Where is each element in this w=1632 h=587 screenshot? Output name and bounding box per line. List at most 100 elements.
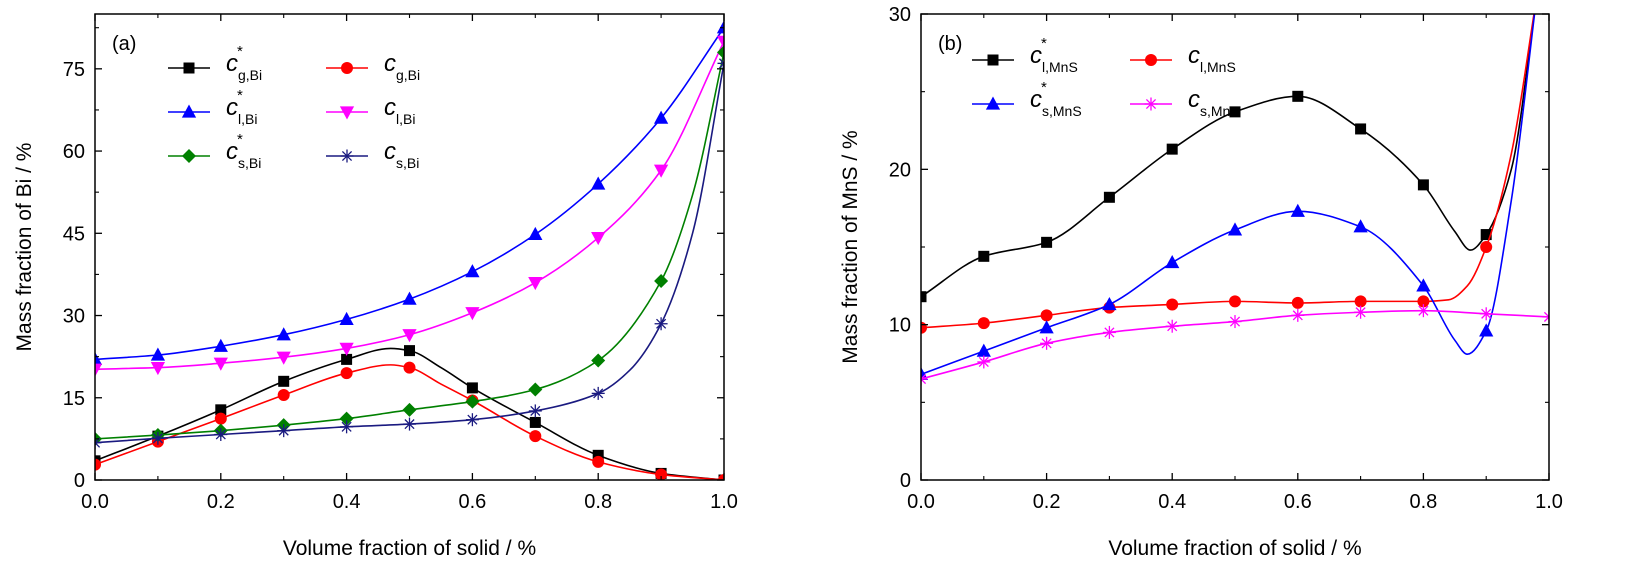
panel-b-axis-ticks: 0.0 0.2 0.4 0.6 0.8 1.0 0 10 20 30 — [889, 4, 1563, 513]
legend-symbol: c — [1030, 42, 1042, 69]
data-point — [1417, 179, 1429, 191]
data-point — [1479, 323, 1494, 337]
y-tick-label: 30 — [63, 306, 85, 328]
legend-marker — [1145, 54, 1157, 66]
data-point — [339, 411, 354, 426]
legend-symbol: c — [384, 50, 396, 77]
data-point — [653, 110, 669, 124]
data-point — [921, 291, 927, 303]
legend-subscript: l,Bi — [396, 111, 415, 127]
series-l-mns-star — [921, 14, 1536, 303]
legend-marker — [987, 54, 999, 66]
data-point — [1292, 90, 1304, 102]
data-point — [341, 353, 353, 365]
x-tick-label: 0.4 — [333, 491, 361, 513]
y-tick-label: 45 — [63, 223, 85, 245]
data-point — [1165, 255, 1180, 269]
panel-b-series — [921, 14, 1549, 386]
legend-marker — [339, 106, 355, 120]
y-tick-label: 75 — [63, 59, 85, 81]
data-point — [976, 343, 991, 357]
series-l-mns — [921, 14, 1535, 334]
data-point — [1041, 236, 1053, 248]
data-point — [213, 338, 228, 352]
series-line — [921, 14, 1535, 329]
data-point — [591, 353, 606, 368]
panel-a-legend: c *g,Bi c g,Bic *l,Bi c l,Bic *s,Bi c s,Bi — [168, 43, 420, 171]
data-point — [921, 372, 928, 386]
series-s-bi-star — [95, 45, 724, 446]
data-point — [592, 455, 605, 468]
panel-b-label: (b) — [938, 33, 962, 55]
x-tick-label: 0.4 — [1158, 491, 1186, 513]
legend-symbol: c — [226, 94, 238, 121]
data-point — [339, 342, 354, 356]
data-point — [278, 375, 290, 387]
data-point — [1040, 309, 1053, 322]
legend-star: * — [237, 87, 243, 104]
data-point — [403, 417, 416, 431]
data-point — [339, 311, 354, 325]
data-point — [277, 424, 291, 438]
legend-marker — [341, 62, 353, 74]
data-point — [404, 345, 415, 357]
data-point — [718, 474, 724, 480]
x-tick-label: 0.0 — [907, 491, 935, 513]
legend-marker — [183, 62, 195, 74]
x-tick-label: 0.8 — [584, 491, 612, 513]
data-point — [529, 416, 541, 428]
data-point — [716, 35, 724, 49]
legend-marker — [985, 96, 1001, 110]
legend-symbol: c — [384, 94, 396, 121]
data-point — [977, 355, 991, 369]
data-point — [95, 458, 101, 471]
data-point — [95, 436, 102, 450]
data-point — [466, 382, 478, 394]
data-point — [1166, 143, 1178, 155]
data-point — [1542, 310, 1549, 324]
y-tick-label: 10 — [889, 315, 911, 337]
y-tick-label: 60 — [63, 141, 85, 163]
legend-item: c s,MnS — [1130, 86, 1240, 119]
panel-a-x-axis-label: Volume fraction of solid / % — [283, 537, 536, 560]
data-point — [716, 20, 724, 34]
legend-marker — [181, 104, 197, 118]
data-point — [717, 56, 724, 70]
legend-subscript: l,MnS — [1042, 59, 1078, 75]
series-s-bi — [95, 56, 724, 450]
data-point — [1103, 191, 1115, 203]
data-point — [1228, 315, 1242, 329]
panel-b-y-axis-label: Mass fraction of MnS / % — [839, 130, 862, 363]
panel-b-plot-frame — [920, 13, 1550, 481]
data-point — [402, 402, 417, 417]
legend-marker — [1144, 97, 1158, 111]
data-point — [95, 363, 103, 377]
x-tick-label: 0.6 — [1284, 491, 1312, 513]
legend-symbol: c — [226, 138, 238, 165]
data-point — [977, 317, 990, 330]
data-point — [1416, 278, 1431, 292]
data-point — [1479, 307, 1493, 321]
data-point — [1480, 229, 1492, 241]
panel-b-x-axis-label: Volume fraction of solid / % — [1108, 537, 1361, 560]
data-point — [214, 427, 228, 441]
legend-item: c * l,Bi — [168, 87, 257, 127]
y-tick-label: 30 — [889, 4, 911, 26]
data-point — [1291, 296, 1304, 309]
x-tick-label: 0.6 — [458, 491, 486, 513]
data-point — [654, 317, 668, 331]
data-point — [1291, 308, 1305, 322]
y-tick-label: 20 — [889, 159, 911, 181]
data-point — [1040, 336, 1054, 350]
data-point — [340, 367, 353, 380]
data-point — [591, 386, 605, 400]
data-point — [1416, 304, 1430, 318]
data-point — [1354, 305, 1368, 319]
data-point — [215, 404, 227, 416]
data-point — [95, 351, 103, 366]
data-point — [653, 164, 669, 178]
data-point — [1166, 298, 1179, 311]
data-point — [465, 394, 480, 409]
